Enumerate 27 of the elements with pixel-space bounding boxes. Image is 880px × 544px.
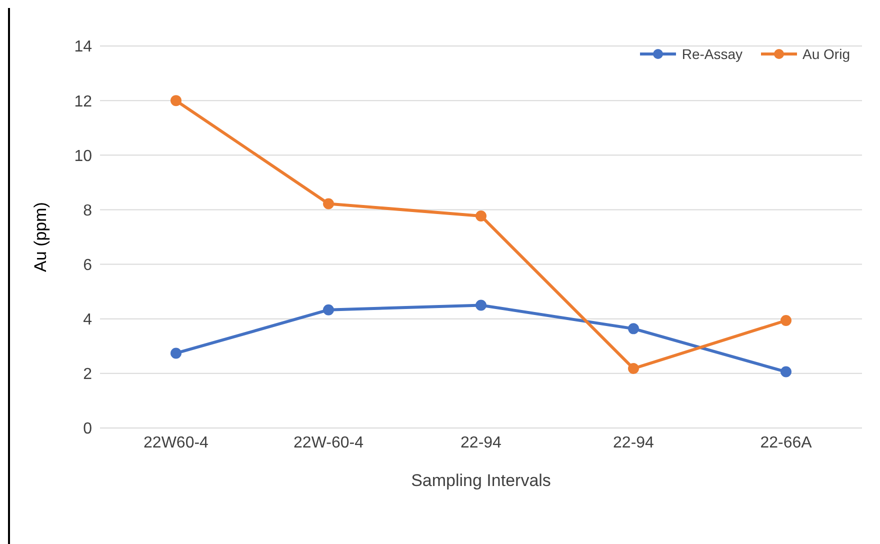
legend-label: Au Orig	[802, 46, 850, 62]
x-tick-label: 22-94	[613, 434, 654, 452]
point	[628, 323, 639, 334]
y-tick-label: 8	[83, 202, 92, 220]
y-tick-label: 14	[74, 38, 92, 56]
x-tick-label: 22W60-4	[144, 434, 209, 452]
point	[628, 363, 639, 374]
point	[780, 366, 792, 378]
y-tick-label: 10	[74, 148, 92, 165]
y-tick-label: 12	[74, 93, 92, 110]
legend-label: Re-Assay	[680, 46, 743, 62]
point	[323, 304, 334, 316]
y-tick-label: 0	[83, 420, 92, 438]
point	[323, 198, 334, 210]
y-axis-title: Au (ppm)	[31, 202, 50, 272]
x-tick-label: 22-66A	[760, 434, 812, 452]
x-tick-label: 22W-60-4	[294, 434, 364, 452]
point	[780, 314, 792, 326]
point	[170, 95, 182, 106]
point	[476, 210, 486, 222]
point	[170, 348, 182, 359]
y-tick-label: 2	[83, 366, 92, 384]
x-axis-title: Sampling Intervals	[411, 471, 551, 490]
point	[476, 300, 486, 311]
x-tick-label: 22-94	[460, 434, 502, 452]
y-tick-label: 4	[83, 312, 92, 329]
y-tick-label: 6	[83, 256, 92, 274]
